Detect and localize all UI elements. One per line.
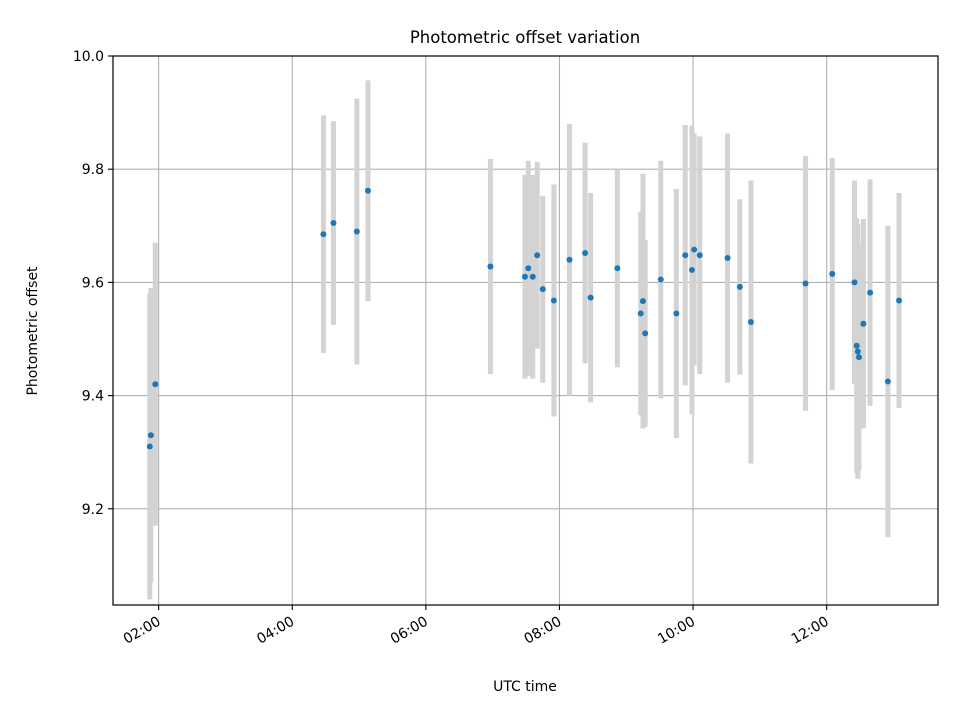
data-point: [320, 231, 327, 238]
data-point: [691, 246, 698, 253]
data-point: [582, 249, 589, 256]
data-point: [851, 279, 858, 286]
y-tick-label: 9.4: [82, 389, 104, 405]
data-point: [896, 297, 903, 304]
data-point: [855, 354, 862, 361]
x-axis-label: UTC time: [493, 679, 557, 695]
data-point: [884, 378, 891, 385]
chart-title: Photometric offset variation: [410, 28, 640, 47]
data-point: [867, 289, 874, 296]
data-point: [642, 330, 649, 337]
y-tick-label: 9.2: [82, 502, 104, 518]
data-point: [566, 256, 573, 263]
data-point: [550, 297, 557, 304]
data-point: [521, 273, 528, 280]
data-point: [529, 273, 536, 280]
data-point: [854, 348, 861, 355]
data-point: [724, 255, 731, 262]
plot-frame: [112, 55, 939, 606]
data-point: [534, 252, 541, 259]
data-point: [657, 276, 664, 283]
data-point: [539, 286, 546, 293]
data-point: [860, 320, 867, 327]
data-point: [353, 228, 360, 235]
data-point: [853, 342, 860, 349]
data-point: [614, 265, 621, 272]
data-point: [146, 443, 153, 450]
data-point: [829, 270, 836, 277]
data-point: [637, 310, 644, 317]
y-axis-ticks: 9.2 9.4 9.6 9.8 10.0: [73, 49, 113, 518]
data-point: [639, 298, 646, 305]
data-point: [673, 310, 680, 317]
y-tick-label: 10.0: [73, 49, 104, 65]
y-tick-label: 9.8: [82, 162, 104, 178]
y-axis-label: Photometric offset: [25, 266, 41, 396]
data-point: [487, 263, 494, 270]
data-point: [696, 252, 703, 259]
data-point: [525, 265, 532, 272]
data-point: [147, 432, 154, 439]
data-point: [688, 266, 695, 273]
data-point: [802, 280, 809, 287]
data-point: [364, 187, 371, 194]
data-point: [747, 319, 754, 326]
data-points: [146, 187, 903, 450]
data-point: [736, 283, 743, 290]
data-point: [587, 294, 594, 301]
data-point: [330, 219, 337, 226]
data-point: [682, 252, 689, 259]
y-tick-label: 9.6: [82, 275, 104, 291]
data-point: [152, 381, 159, 388]
